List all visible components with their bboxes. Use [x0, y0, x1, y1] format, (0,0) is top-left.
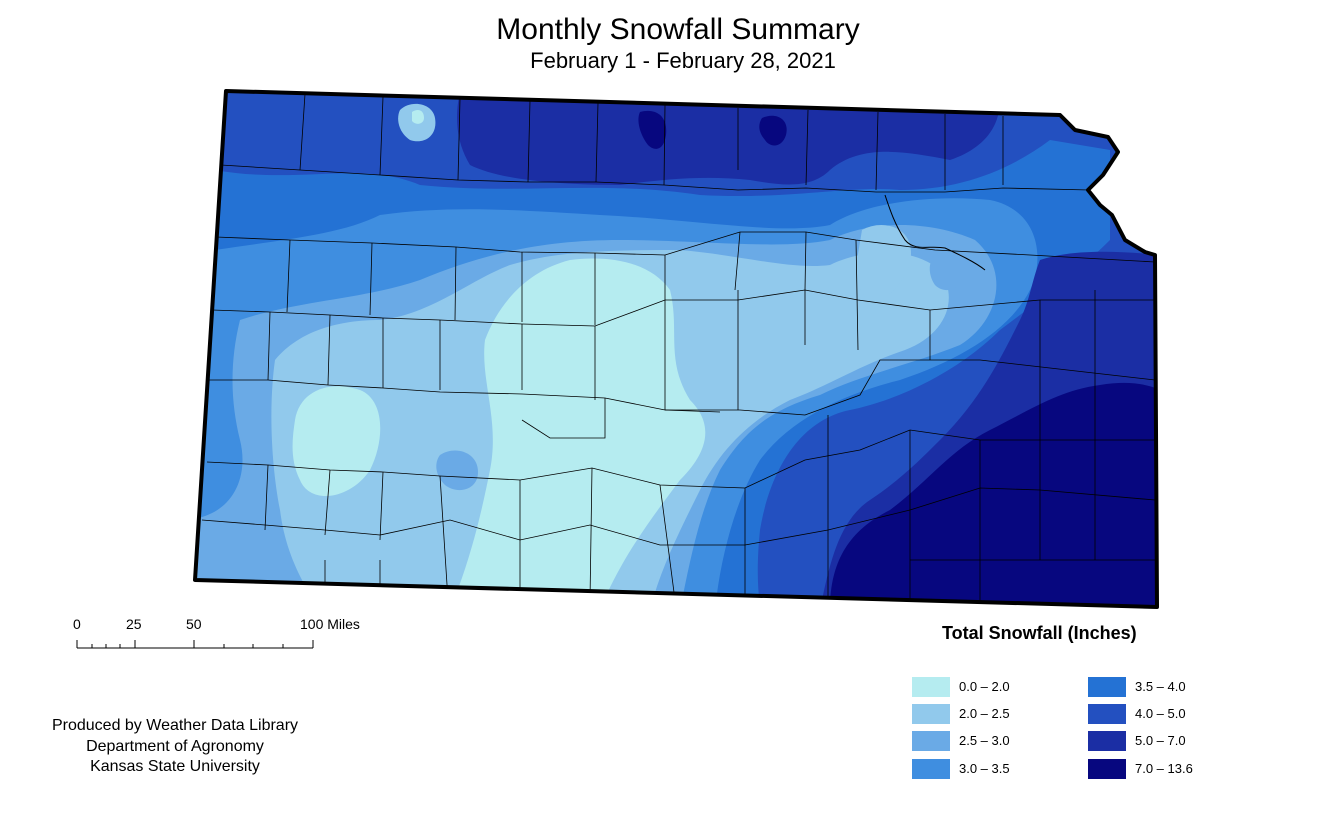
scale-bar-labels: 0 25 50 100 Miles — [70, 616, 380, 656]
legend-swatch — [1088, 731, 1126, 751]
scale-tick-0: 0 — [73, 616, 81, 632]
legend-swatch — [912, 731, 950, 751]
contour-7-13.6-north1 — [638, 110, 667, 149]
scale-tick-25: 25 — [126, 616, 142, 632]
legend-label: 5.0 – 7.0 — [1135, 733, 1186, 748]
legend-swatch — [1088, 759, 1126, 779]
contour-0-2-central — [450, 258, 706, 607]
snowfall-contours — [195, 91, 1157, 607]
kansas-state-outline — [193, 89, 1159, 609]
scale-bar — [76, 640, 314, 649]
scale-tick-50: 50 — [186, 616, 202, 632]
legend-swatch — [1088, 677, 1126, 697]
legend-label: 7.0 – 13.6 — [1135, 761, 1193, 776]
contour-5-7-north — [457, 91, 1000, 185]
credit-line-3: Kansas State University — [90, 758, 260, 775]
legend-swatch — [912, 677, 950, 697]
legend-label: 2.5 – 3.0 — [959, 733, 1010, 748]
map-subtitle: February 1 - February 28, 2021 — [530, 48, 836, 73]
legend-label: 0.0 – 2.0 — [959, 679, 1010, 694]
credit-line-1: Produced by Weather Data Library — [51, 717, 299, 734]
river-line — [884, 194, 986, 271]
contour-patch-north-core — [412, 110, 424, 124]
contour-patch-sw — [436, 450, 478, 491]
scale-tick-100: 100 Miles — [300, 616, 360, 632]
contour-7-13.6-north2 — [759, 115, 787, 146]
legend-swatch — [912, 759, 950, 779]
legend-label: 2.0 – 2.5 — [959, 706, 1010, 721]
contour-patch-ne — [856, 225, 911, 301]
legend-label: 3.5 – 4.0 — [1135, 679, 1186, 694]
credits: Produced by Weather Data Library Departm… — [30, 716, 320, 778]
legend-swatch — [912, 704, 950, 724]
county-lines — [201, 93, 1156, 605]
credit-line-2: Department of Agronomy — [86, 737, 264, 755]
legend-label: 4.0 – 5.0 — [1135, 706, 1186, 721]
legend-label: 3.0 – 3.5 — [959, 761, 1010, 776]
legend-title: Total Snowfall (Inches) — [942, 623, 1137, 643]
contour-patch-ne2 — [929, 251, 966, 291]
legend-swatch — [1088, 704, 1126, 724]
map-title: Monthly Snowfall Summary — [496, 13, 860, 46]
